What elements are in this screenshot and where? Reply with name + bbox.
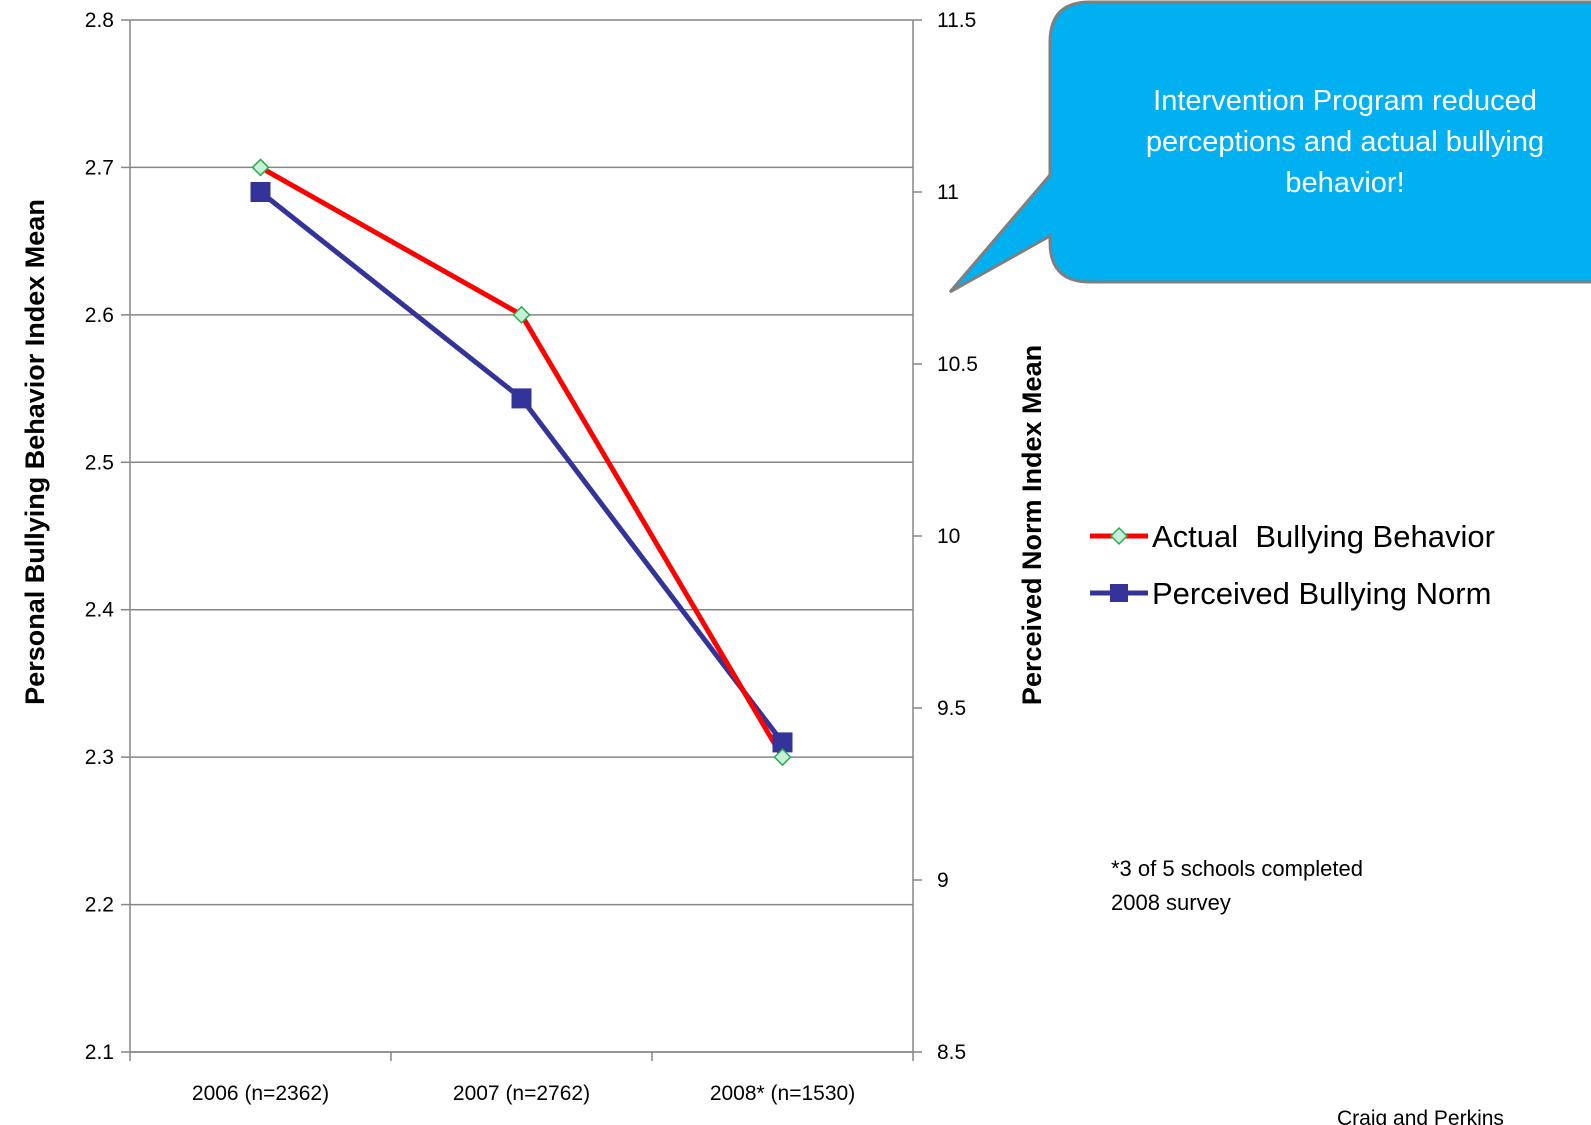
data-point-diamond xyxy=(773,748,792,767)
y-right-tick-label: 9 xyxy=(937,869,949,892)
legend-square-icon xyxy=(1110,584,1128,602)
data-point-square xyxy=(772,732,793,753)
callout-balloon: Intervention Program reduced perceptions… xyxy=(948,0,1591,294)
data-point-diamond xyxy=(512,305,531,324)
data-point-diamond xyxy=(251,158,270,177)
source-credit: Craig and Perkins xyxy=(1337,1107,1504,1125)
legend-item-actual-bullying: Actual Bullying Behavior xyxy=(1090,519,1495,554)
callout-shape xyxy=(948,0,1591,294)
x-tick-label: 2007 (n=2762) xyxy=(453,1082,590,1105)
legend-label-perceived: Perceived Bullying Norm xyxy=(1152,576,1491,611)
series-line-perceived-norm xyxy=(258,190,785,744)
y-right-tick-label: 10.5 xyxy=(937,353,978,376)
x-tick-label: 2008* (n=1530) xyxy=(710,1082,855,1105)
y-left-tick-label: 2.1 xyxy=(85,1041,114,1064)
footnote-line-1: *3 of 5 schools completed xyxy=(1111,856,1363,881)
y-left-tick-label: 2.5 xyxy=(85,451,114,474)
y-right-tick-label: 8.5 xyxy=(937,1041,966,1064)
y-left-tick-label: 2.7 xyxy=(85,156,114,179)
y-right-tick-label: 11 xyxy=(937,181,959,204)
legend-label-actual: Actual Bullying Behavior xyxy=(1152,519,1495,554)
callout-text-line-1: Intervention Program reduced xyxy=(1153,85,1537,117)
axes xyxy=(121,19,922,1061)
callout-text-line-3: behavior! xyxy=(1285,167,1404,199)
y-left-tick-label: 2.2 xyxy=(85,894,114,917)
y-left-tick-label: 2.6 xyxy=(85,304,114,327)
legend: Actual Bullying Behavior Perceived Bully… xyxy=(1090,519,1495,611)
tick-labels: 2.1 2.2 2.3 2.4 2.5 2.6 2.7 2.8 8.5 9 9.5 10 10.5 11 1… xyxy=(85,9,978,1105)
legend-diamond-icon xyxy=(1109,526,1129,546)
y-right-tick-label: 9.5 xyxy=(937,697,966,720)
y-left-tick-label: 2.8 xyxy=(85,9,114,32)
y-right-tick-label: 10 xyxy=(937,525,960,548)
y-left-tick-label: 2.4 xyxy=(85,599,115,622)
gridlines xyxy=(130,19,913,1053)
data-point-square xyxy=(250,182,271,202)
y-axis-right-title: Perceived Norm Index Mean xyxy=(1017,345,1047,705)
y-right-tick-label: 11.5 xyxy=(937,9,976,32)
data-point-square xyxy=(511,388,532,409)
footnote-line-2: 2008 survey xyxy=(1111,890,1231,915)
x-tick-label: 2006 (n=2362) xyxy=(192,1082,329,1105)
y-axis-left-title: Personal Bullying Behavior Index Mean xyxy=(20,199,50,705)
y-left-tick-label: 2.3 xyxy=(85,746,114,769)
legend-item-perceived-norm: Perceived Bullying Norm xyxy=(1090,576,1491,611)
series-markers xyxy=(250,158,793,767)
callout-text-line-2: perceptions and actual bullying xyxy=(1146,126,1544,158)
